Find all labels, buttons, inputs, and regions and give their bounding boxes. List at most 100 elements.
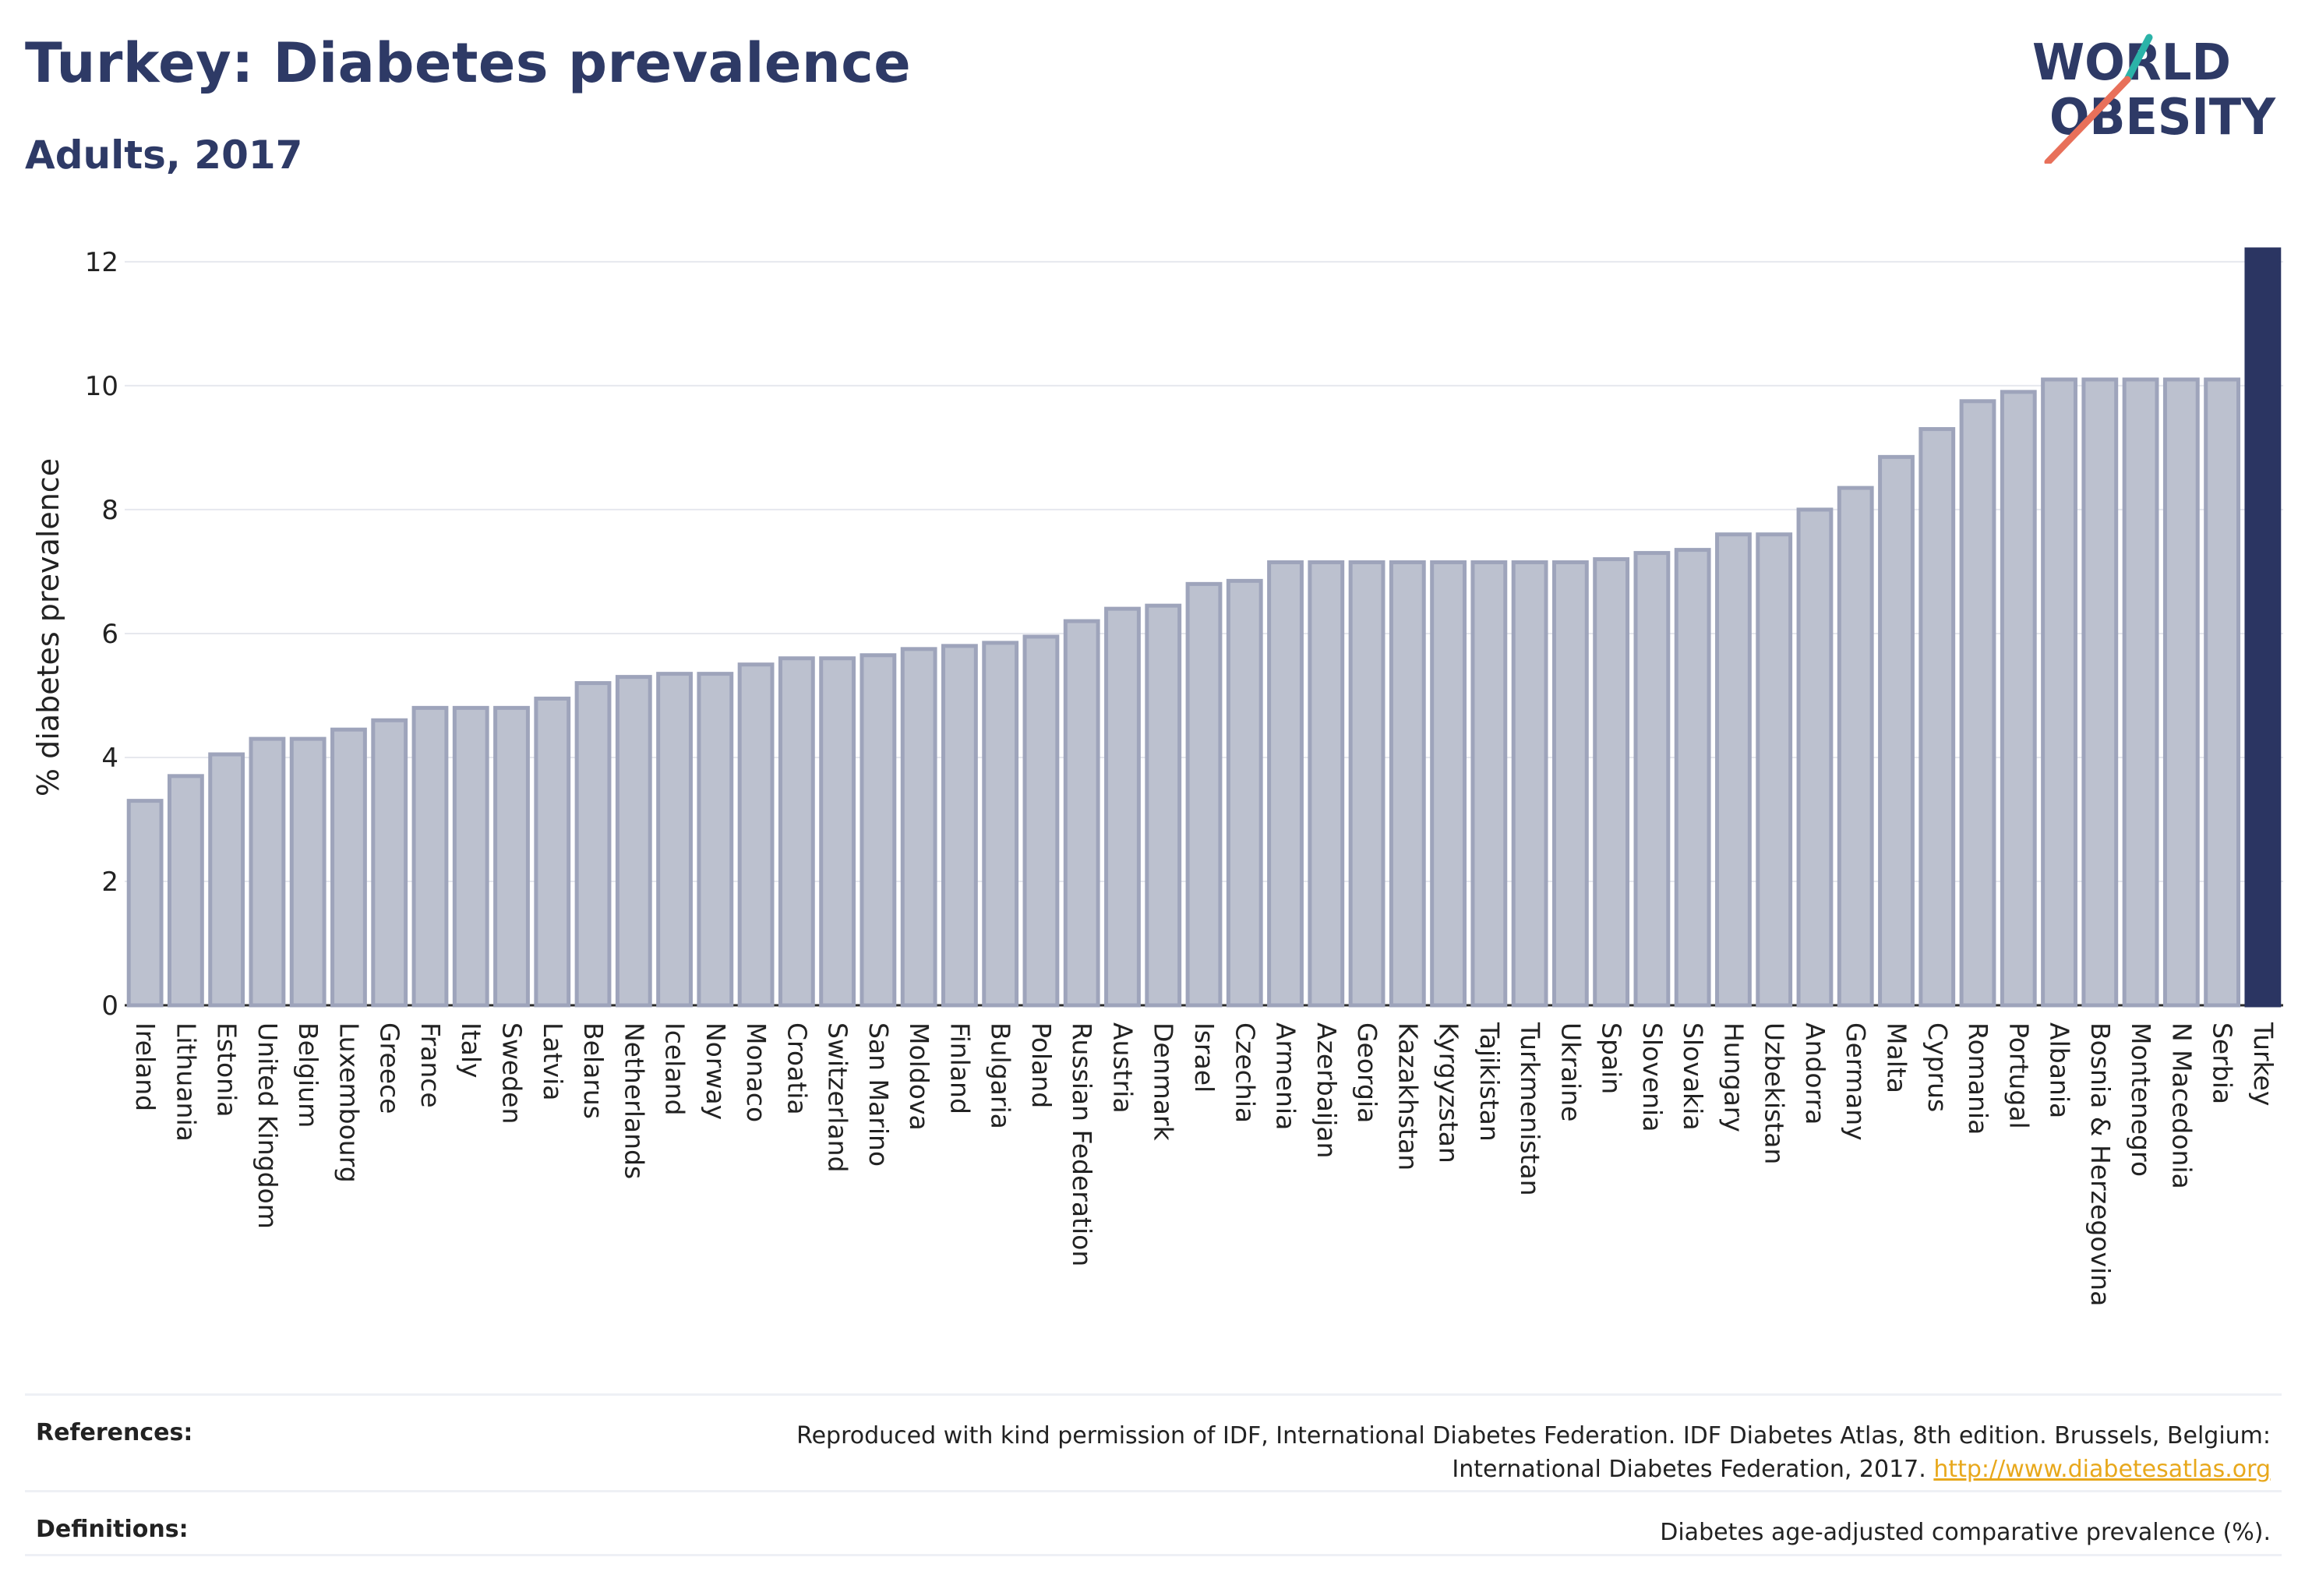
bar-ukraine[interactable] (1551, 560, 1589, 1008)
x-axis-ticks: Ireland Lithuania Estonia United Kingdom Bel… (130, 1022, 2279, 1306)
bar-moldova[interactable] (900, 647, 937, 1008)
bar-uzbekistan[interactable] (1756, 532, 1793, 1008)
y-tick-label: 6 (101, 619, 118, 650)
y-tick-label: 0 (101, 990, 118, 1022)
bar-denmark[interactable] (1145, 603, 1182, 1008)
diabetes-atlas-link[interactable]: http://www.diabetesatlas.org (1933, 1456, 2271, 1483)
bar-san-marino[interactable] (860, 653, 897, 1008)
bar-norway[interactable] (697, 672, 734, 1008)
bar-united-kingdom[interactable] (249, 736, 286, 1008)
x-tick-label: San Marino (863, 1022, 894, 1167)
bar-malta[interactable] (1878, 454, 1915, 1008)
bar-serbia[interactable] (2204, 377, 2241, 1008)
x-tick-label: Norway (701, 1022, 731, 1120)
bar-slovenia[interactable] (1633, 551, 1671, 1008)
x-tick-label: Germany (1841, 1022, 1871, 1141)
bar-sweden[interactable] (493, 705, 530, 1008)
bar-monaco[interactable] (737, 662, 775, 1008)
x-tick-label: Georgia (1352, 1022, 1382, 1123)
bar-georgia[interactable] (1348, 560, 1385, 1008)
bar-montenegro[interactable] (2122, 377, 2159, 1008)
x-tick-label: France (415, 1022, 446, 1108)
bar-croatia[interactable] (778, 656, 815, 1008)
bar-belgium[interactable] (289, 736, 327, 1008)
bar-bosnia-herzegovina[interactable] (2081, 377, 2119, 1008)
bar-finland[interactable] (941, 644, 978, 1008)
x-tick-label: Spain (1597, 1022, 1627, 1094)
references-text: Reproduced with kind permission of IDF, … (796, 1419, 2282, 1487)
x-tick-label: Andorra (1800, 1022, 1830, 1125)
x-tick-label: Estonia (212, 1022, 242, 1117)
x-tick-label: Poland (1026, 1022, 1057, 1108)
bar-luxembourg[interactable] (330, 727, 367, 1008)
x-tick-label: Austria (1107, 1022, 1138, 1114)
x-tick-label: Portugal (2003, 1022, 2034, 1129)
bar-italy[interactable] (452, 705, 489, 1008)
bar-slovakia[interactable] (1674, 548, 1711, 1008)
bar-greece[interactable] (371, 718, 408, 1008)
bar-austria[interactable] (1104, 606, 1141, 1008)
bar-estonia[interactable] (208, 752, 245, 1008)
bar-armenia[interactable] (1267, 560, 1304, 1008)
bar-switzerland[interactable] (819, 656, 856, 1008)
x-tick-label: Malta (1881, 1022, 1911, 1093)
bar-azerbaijan[interactable] (1308, 560, 1345, 1008)
bar-kyrgyzstan[interactable] (1430, 560, 1467, 1008)
bar-turkmenistan[interactable] (1511, 560, 1548, 1008)
references-line-2-text: International Diabetes Federation, 2017. (1452, 1456, 1926, 1483)
y-tick-label: 4 (101, 743, 118, 774)
bar-iceland[interactable] (656, 672, 693, 1008)
x-tick-label: Finland (944, 1022, 975, 1114)
bar-poland[interactable] (1022, 634, 1060, 1008)
x-tick-label: Tajikistan (1474, 1022, 1505, 1142)
bar-lithuania[interactable] (167, 774, 204, 1008)
bar-israel[interactable] (1185, 581, 1223, 1008)
bar-romania[interactable] (1959, 399, 1996, 1008)
bar-portugal[interactable] (2000, 390, 2037, 1008)
x-tick-label: Denmark (1149, 1022, 1179, 1142)
bar-latvia[interactable] (534, 696, 571, 1008)
bar-hungary[interactable] (1715, 532, 1752, 1008)
bar-turkey[interactable] (2244, 247, 2282, 1008)
definitions-row: Definitions: Diabetes age-adjusted compa… (25, 1490, 2282, 1555)
x-tick-label: United Kingdom (252, 1022, 283, 1229)
bar-spain[interactable] (1593, 557, 1630, 1008)
y-tick-label: 8 (101, 495, 118, 526)
references-row: References: Reproduced with kind permiss… (25, 1393, 2282, 1487)
x-tick-label: Uzbekistan (1760, 1022, 1790, 1164)
bar-cyprus[interactable] (1918, 427, 1956, 1008)
x-tick-label: Slovenia (1637, 1022, 1668, 1132)
bar-france[interactable] (411, 705, 449, 1008)
logo-text-world: WORLD (2032, 34, 2231, 92)
bar-belarus[interactable] (574, 681, 612, 1008)
x-tick-label: Montenegro (2126, 1022, 2156, 1177)
bar-russian-federation[interactable] (1063, 619, 1100, 1008)
x-tick-label: Croatia (782, 1022, 812, 1115)
bar-albania[interactable] (2041, 377, 2077, 1008)
bar-andorra[interactable] (1796, 507, 1834, 1008)
x-tick-label: Turkey (2248, 1022, 2279, 1106)
bar-czechia[interactable] (1226, 578, 1263, 1008)
x-tick-label: Albania (2045, 1022, 2075, 1118)
bar-chart: 0 2 4 6 8 10 12 Ireland Lithuania Estonia United … (31, 247, 2283, 1306)
x-tick-label: Iceland (660, 1022, 690, 1115)
definitions-text: Diabetes age-adjusted comparative preval… (1660, 1519, 2271, 1546)
x-tick-label: Turkmenistan (1515, 1022, 1545, 1196)
bar-n-macedonia[interactable] (2162, 377, 2200, 1008)
bar-kazakhstan[interactable] (1389, 560, 1426, 1008)
x-tick-label: Azerbaijan (1311, 1022, 1342, 1158)
y-axis-label: % diabetes prevalence (31, 458, 65, 796)
x-tick-label: Luxembourg (334, 1022, 364, 1183)
bar-germany[interactable] (1837, 486, 1874, 1008)
world-obesity-logo[interactable]: WORLD OBESITY (2032, 31, 2282, 164)
bar-tajikistan[interactable] (1470, 560, 1508, 1008)
logo-slash-coral (2044, 76, 2131, 164)
x-tick-label: Ireland (130, 1022, 161, 1111)
bar-ireland[interactable] (126, 799, 164, 1008)
definitions-label: Definitions: (36, 1516, 189, 1543)
bar-netherlands[interactable] (615, 675, 652, 1008)
logo-slash-teal (2123, 34, 2153, 83)
chart-subtitle: Adults, 2017 (25, 132, 303, 178)
y-axis-ticks: 0 2 4 6 8 10 12 (85, 247, 118, 1022)
bar-bulgaria[interactable] (982, 641, 1019, 1008)
